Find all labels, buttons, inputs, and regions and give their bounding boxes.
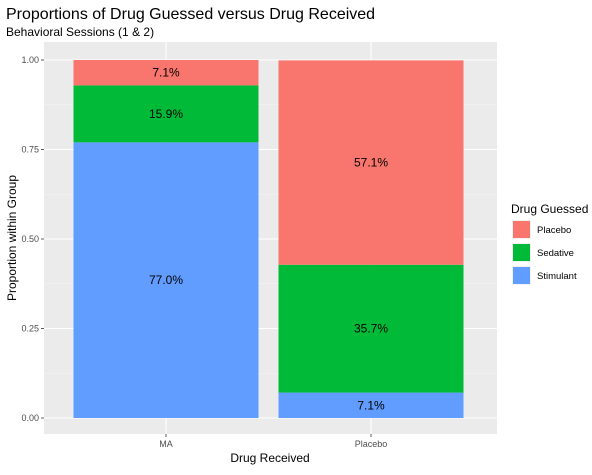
data-label-placebo-sedative: 35.7% <box>354 322 388 336</box>
legend-title: Drug Guessed <box>511 202 588 216</box>
legend: Placebo Sedative Stimulant <box>512 220 577 285</box>
legend-swatch-sedative <box>513 244 530 261</box>
legend-label-placebo: Placebo <box>537 225 571 236</box>
y-tick-label: 1.00 <box>21 55 39 65</box>
bar-segment-placebo-placebo <box>278 60 464 265</box>
bar-segment-ma-placebo <box>73 60 259 86</box>
data-label-ma-placebo: 7.1% <box>152 66 180 80</box>
y-tick-label: 0.50 <box>21 234 39 244</box>
data-label-placebo-stimulant: 7.1% <box>357 398 385 412</box>
legend-label-sedative: Sedative <box>537 248 574 259</box>
bar-segment-placebo-sedative <box>278 264 464 393</box>
data-label-ma-stimulant: 77.0% <box>149 273 183 287</box>
bars-layer <box>73 60 464 418</box>
data-label-ma-sedative: 15.9% <box>149 107 183 121</box>
legend-swatch-placebo <box>513 221 530 238</box>
x-axis-title: Drug Received <box>230 451 309 465</box>
y-tick-label: 0.75 <box>21 145 39 155</box>
chart-subtitle: Behavioral Sessions (1 & 2) <box>6 25 154 39</box>
x-tick-label: Placebo <box>355 439 388 449</box>
legend-swatch-stimulant <box>513 267 530 284</box>
y-tick-label: 0.00 <box>21 413 39 423</box>
y-axis-title: Proportion within Group <box>5 175 19 301</box>
chart-title: Proportions of Drug Guessed versus Drug … <box>6 6 375 23</box>
bar-labels-layer: 77.0% 15.9% 7.1% 7.1% 35.7% 57.1% <box>149 66 388 413</box>
y-axis: 0.00 0.25 0.50 0.75 1.00 <box>21 55 44 423</box>
bar-segment-ma-stimulant <box>73 142 259 418</box>
x-tick-label: MA <box>159 439 173 449</box>
y-tick-label: 0.25 <box>21 324 39 334</box>
x-axis: MA Placebo <box>159 434 387 449</box>
bar-segment-placebo-stimulant <box>278 392 464 418</box>
legend-label-stimulant: Stimulant <box>537 271 577 282</box>
bar-segment-ma-sedative <box>73 85 259 143</box>
data-label-placebo-placebo: 57.1% <box>354 156 388 170</box>
